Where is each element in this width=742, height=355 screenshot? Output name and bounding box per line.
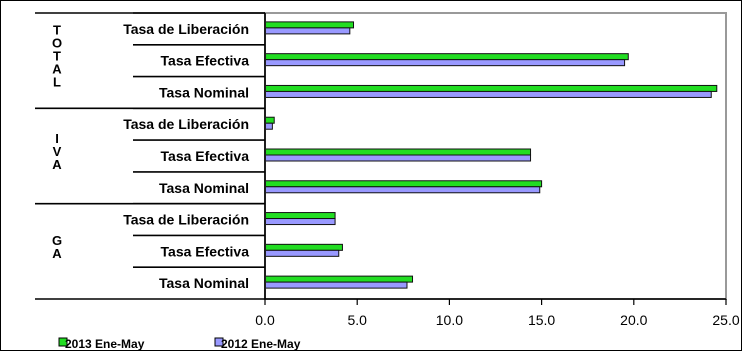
legend-swatch <box>214 337 224 347</box>
category-label: Tasa de Liberación <box>123 212 249 228</box>
plot-layer <box>264 21 718 289</box>
category-label: Tasa de Liberación <box>123 116 249 132</box>
category-label: Tasa Efectiva <box>161 53 250 69</box>
category-label: Tasa Nominal <box>159 275 249 291</box>
bar-2013-ene-may-iva-2 <box>264 180 543 188</box>
category-label: Tasa Nominal <box>159 84 249 100</box>
category-label: Tasa Nominal <box>159 180 249 196</box>
bar-2013-ene-may-ga-1 <box>264 243 343 251</box>
bar-2013-ene-may-ga-2 <box>264 275 414 283</box>
legend-item: 2012 Ene-May <box>221 337 301 350</box>
x-tick-label: 25.0 <box>712 312 739 328</box>
legend: 2013 Ene-May 2012 Ene-May <box>58 337 301 351</box>
bar-2013-ene-may-iva-0 <box>264 116 275 124</box>
bar-2012-ene-may-ga-1 <box>264 249 340 257</box>
bar-2013-ene-may-total-0 <box>264 21 355 29</box>
bar-2012-ene-may-ga-2 <box>264 281 408 289</box>
x-tick-label: 5.0 <box>347 312 367 328</box>
bar-2012-ene-may-iva-1 <box>264 154 532 162</box>
x-tick-label: 20.0 <box>620 312 647 328</box>
bar-2012-ene-may-total-0 <box>264 27 351 35</box>
category-label: Tasa Efectiva <box>161 243 250 259</box>
bar-2012-ene-may-total-2 <box>264 90 712 98</box>
x-tick-label: 0.0 <box>255 312 275 328</box>
legend-item: 2013 Ene-May <box>65 337 145 350</box>
bar-2012-ene-may-iva-2 <box>264 186 541 194</box>
bar-2012-ene-may-iva-0 <box>264 122 273 130</box>
bar-2013-ene-may-total-2 <box>264 84 718 92</box>
legend-swatch <box>58 337 68 347</box>
bar-2013-ene-may-iva-1 <box>264 148 532 156</box>
category-label: Tasa Efectiva <box>161 148 250 164</box>
label-layer: Tasa de Liberación Tasa Efectiva Tasa Nomi… <box>52 21 740 328</box>
x-tick-label: 15.0 <box>528 312 555 328</box>
axis-layer <box>35 12 727 305</box>
category-label: Tasa de Liberación <box>123 21 249 37</box>
bar-2013-ene-may-total-1 <box>264 53 629 61</box>
bar-2012-ene-may-ga-0 <box>264 218 336 226</box>
bar-2012-ene-may-total-1 <box>264 59 626 67</box>
bar-2013-ene-may-ga-0 <box>264 212 336 220</box>
x-tick-label: 10.0 <box>436 312 463 328</box>
